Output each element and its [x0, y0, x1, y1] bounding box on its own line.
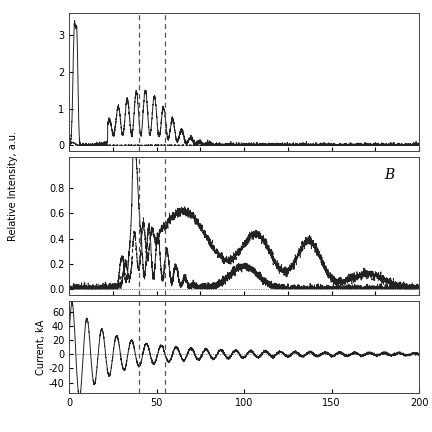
Text: Relative Intensity, a.u.: Relative Intensity, a.u. — [8, 131, 18, 241]
Text: B: B — [384, 168, 394, 182]
Y-axis label: Current, kA: Current, kA — [35, 320, 46, 375]
